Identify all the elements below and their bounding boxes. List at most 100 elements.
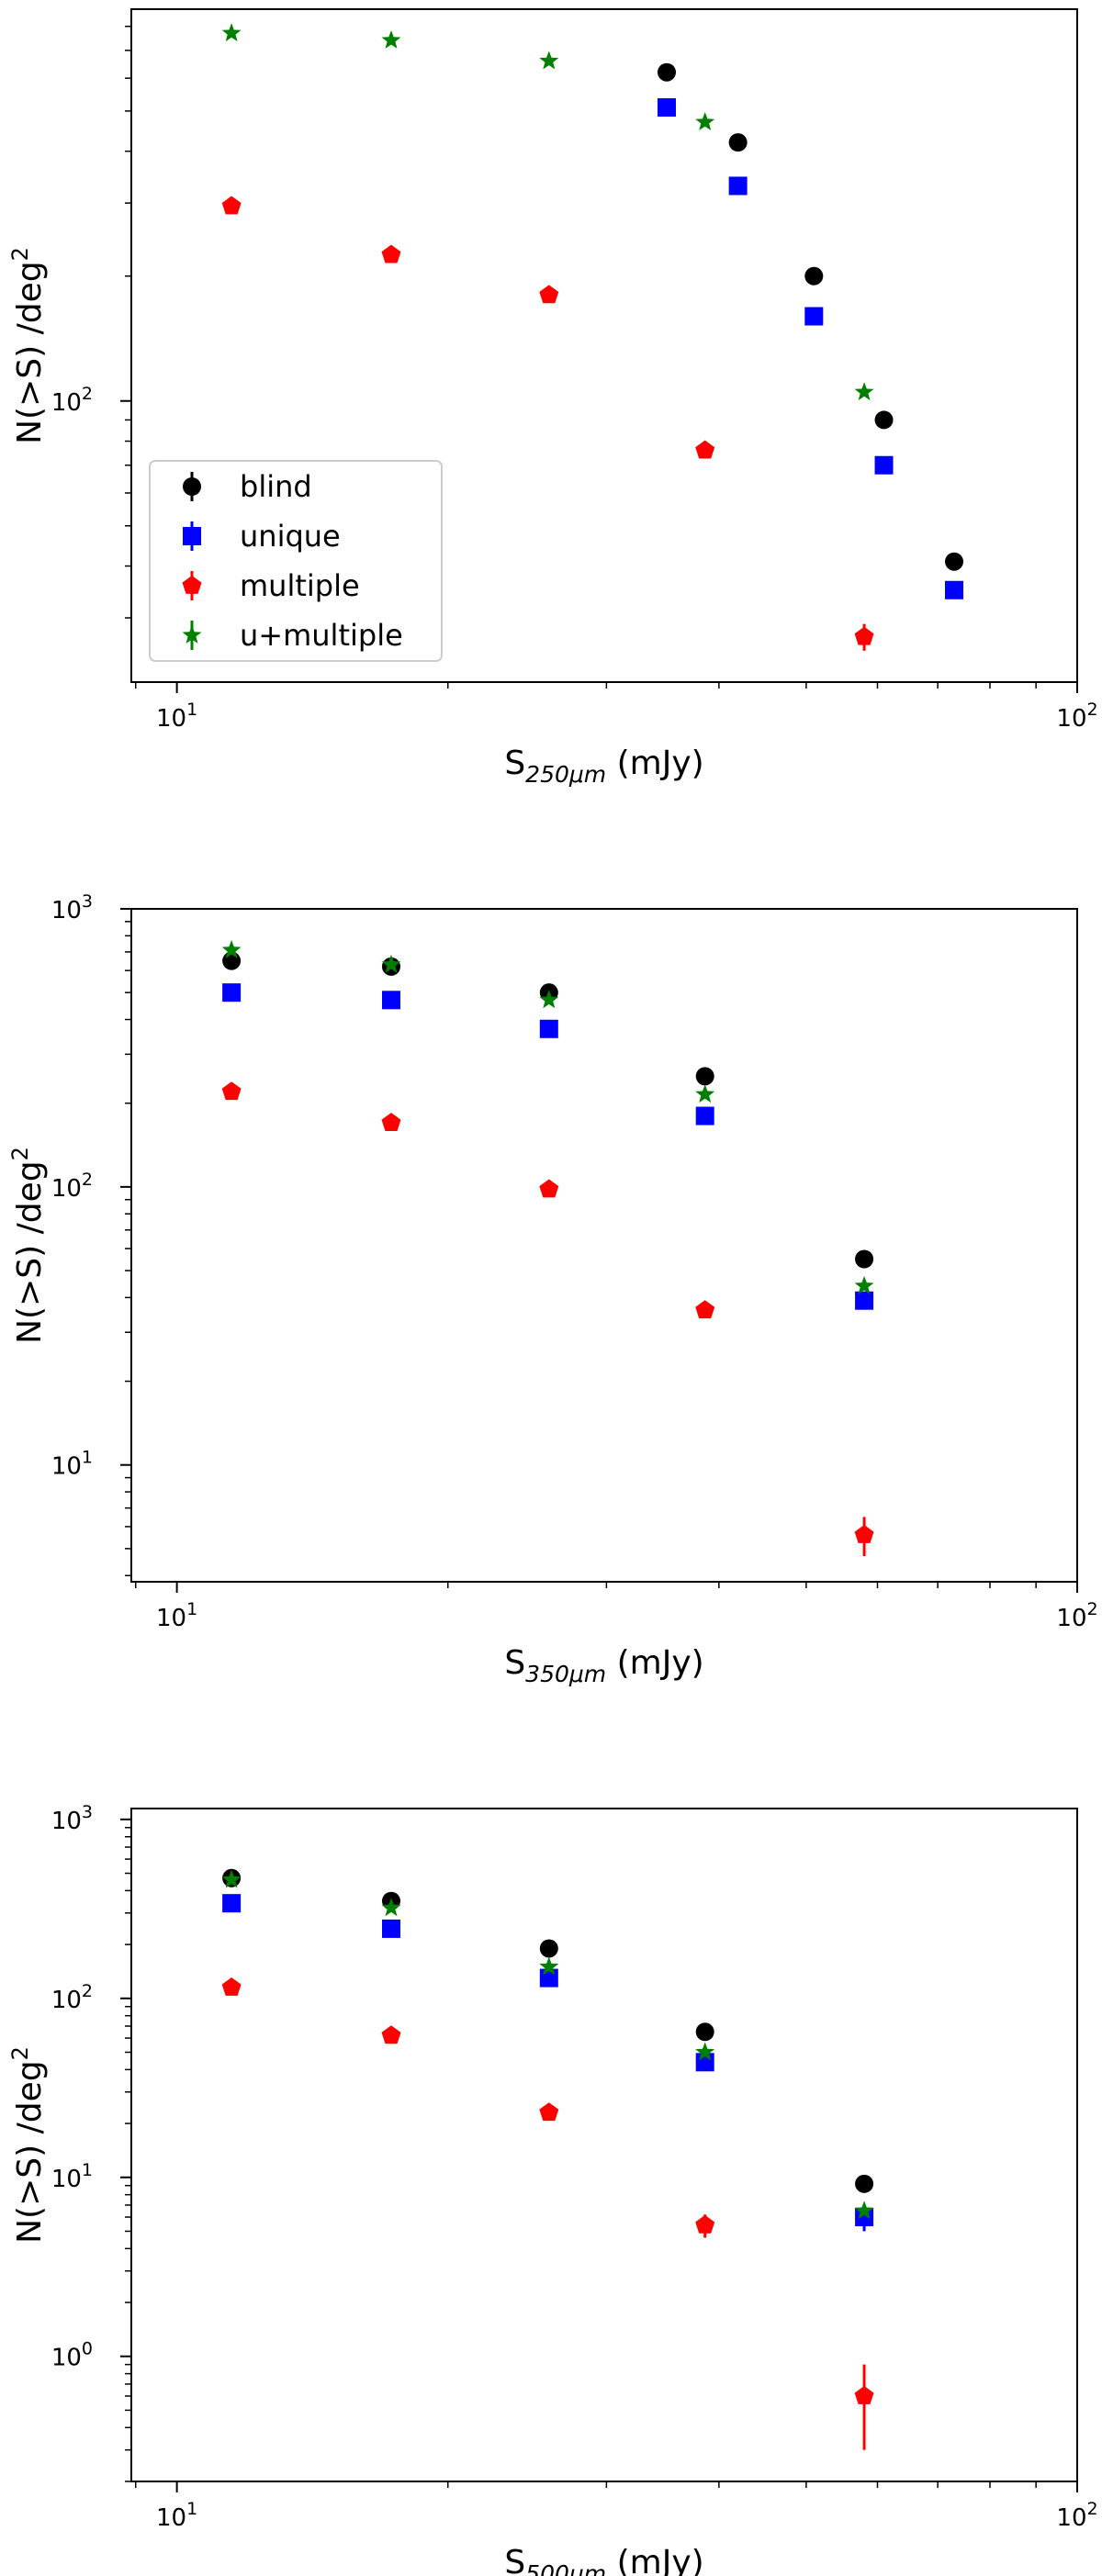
x-tick-label: 102 <box>1056 700 1097 733</box>
data-point <box>381 244 401 263</box>
legend: blind unique multiple u+multiple <box>149 460 443 662</box>
data-point <box>539 1019 558 1038</box>
data-point <box>695 440 715 459</box>
x-axis: 101 102 <box>135 2481 1098 2532</box>
data-point <box>539 2102 559 2122</box>
series-multiple <box>221 196 874 651</box>
x-axis-label: S350μm (mJy) <box>504 1644 703 1687</box>
data-point <box>804 266 824 286</box>
data-point <box>855 1291 874 1310</box>
data-point <box>658 98 677 118</box>
series-u-plus-multiple <box>221 23 874 401</box>
x-tick-label: 101 <box>156 700 197 733</box>
series-blind <box>658 62 964 571</box>
y-tick-label: 103 <box>51 1802 93 1835</box>
y-axis-label: N(>S) /deg2 <box>7 247 49 444</box>
data-point <box>381 1919 400 1938</box>
series-multiple <box>221 1081 874 1557</box>
data-point <box>695 2022 714 2042</box>
data-point <box>539 990 559 1009</box>
series-multiple <box>221 1977 874 2450</box>
data-point <box>874 455 894 475</box>
series-unique <box>222 983 874 1310</box>
data-point <box>221 23 242 42</box>
plot-frame <box>130 908 1078 1583</box>
x-tick-label: 101 <box>156 2499 197 2532</box>
data-point <box>695 1106 714 1126</box>
data-point <box>222 951 242 970</box>
data-point <box>221 1869 242 1888</box>
data-point <box>695 2214 715 2234</box>
y-tick-label: 102 <box>51 1981 93 2014</box>
data-point <box>539 1956 559 1976</box>
chart-panel-500um: 101 102 100 101 102 103 S500μm (mJy) N(>S) /deg… <box>7 1802 1098 2576</box>
series-u-plus-multiple <box>221 1869 874 2220</box>
data-point <box>695 1067 714 1086</box>
x-tick-label: 101 <box>156 1599 197 1632</box>
y-axis: 102 <box>51 25 131 619</box>
data-point <box>221 1977 242 1996</box>
data-point <box>945 552 964 571</box>
data-point <box>854 2201 874 2220</box>
data-point <box>874 410 894 430</box>
x-axis: 101 102 <box>135 682 1098 733</box>
data-point <box>539 285 559 304</box>
data-point <box>221 940 242 958</box>
x-axis: 101 102 <box>135 1582 1098 1632</box>
legend-label: u+multiple <box>240 618 403 653</box>
data-point <box>695 1084 715 1103</box>
chart-panel-350um: 101 102 101 102 103 S350μm (mJy) N(>S) /deg2 <box>7 891 1098 1687</box>
y-tick-label: 103 <box>51 891 93 924</box>
data-point <box>854 382 874 401</box>
legend-label: blind <box>240 469 312 504</box>
y-tick-label: 101 <box>51 1448 93 1481</box>
data-point <box>804 307 824 326</box>
legend-label: unique <box>240 519 341 554</box>
x-axis-label: S500μm (mJy) <box>504 2544 703 2576</box>
data-point <box>381 991 400 1010</box>
data-point <box>854 626 874 645</box>
data-point <box>695 2042 715 2061</box>
data-point <box>222 983 242 1002</box>
legend-marker <box>182 625 202 644</box>
legend-box <box>149 460 443 662</box>
legend-marker <box>183 477 201 496</box>
legend-marker <box>182 576 202 594</box>
data-point <box>381 1113 401 1131</box>
data-point <box>658 62 677 82</box>
series-unique <box>658 98 964 599</box>
data-point <box>855 1249 874 1269</box>
data-point <box>381 2025 401 2044</box>
y-axis: 100 101 102 103 <box>51 1802 131 2482</box>
x-tick-label: 102 <box>1056 2499 1097 2532</box>
data-point <box>539 50 559 70</box>
data-point <box>728 176 748 196</box>
y-tick-label: 100 <box>51 2339 93 2372</box>
legend-label: multiple <box>240 568 360 603</box>
series-u-plus-multiple <box>221 940 874 1294</box>
x-tick-label: 102 <box>1056 1599 1097 1632</box>
chart-panel-250um: 101 102 102 S250μm (mJy) N(>S) /deg2 blind uni… <box>7 8 1098 788</box>
data-point <box>855 2174 874 2193</box>
data-point <box>854 1275 874 1294</box>
x-axis-label: S250μm (mJy) <box>504 745 703 788</box>
data-point <box>381 954 401 973</box>
y-tick-label: 101 <box>51 2160 93 2193</box>
data-point <box>381 30 401 49</box>
y-axis-label: N(>S) /deg2 <box>7 1147 49 1344</box>
plot-frame <box>130 1808 1078 2482</box>
data-point <box>945 580 964 599</box>
data-point <box>539 1968 558 1988</box>
data-point <box>695 112 715 130</box>
data-point <box>221 1081 242 1101</box>
y-axis: 101 102 103 <box>51 891 131 1577</box>
y-tick-label: 102 <box>51 1170 93 1203</box>
data-point <box>728 133 748 152</box>
data-point <box>222 1894 242 1913</box>
data-point <box>855 2208 874 2227</box>
y-tick-label: 102 <box>51 384 93 417</box>
data-point <box>221 196 242 215</box>
legend-marker <box>183 527 201 545</box>
plot-frame <box>130 8 1078 683</box>
